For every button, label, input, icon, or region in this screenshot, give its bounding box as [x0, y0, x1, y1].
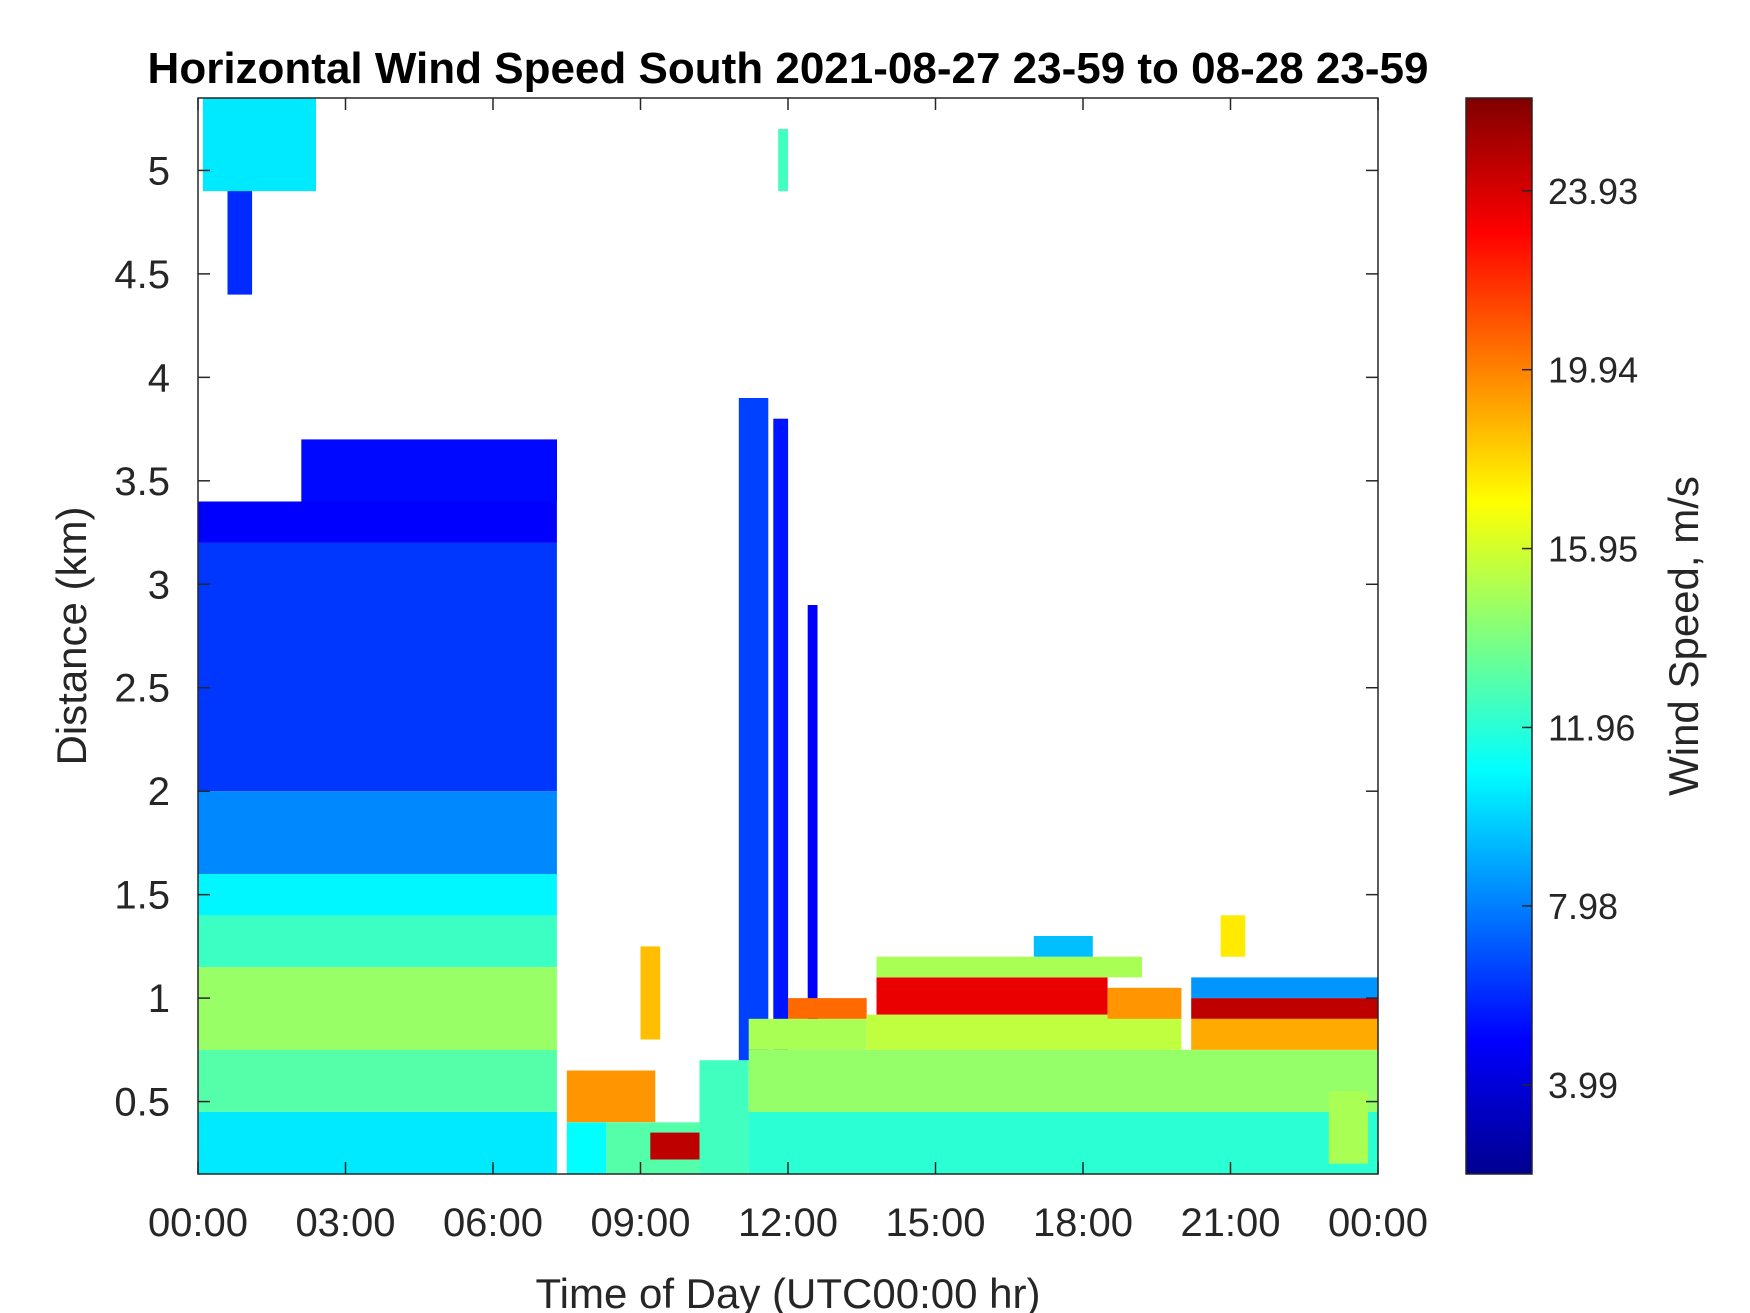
heatmap-cell — [1191, 977, 1378, 999]
heatmap-cell — [1220, 915, 1246, 957]
heatmap-cell — [198, 1111, 557, 1174]
heatmap-cell — [566, 1070, 656, 1123]
x-tick-label: 03:00 — [295, 1201, 395, 1245]
x-tick-label: 06:00 — [443, 1201, 543, 1245]
x-tick-label: 21:00 — [1180, 1201, 1280, 1245]
x-axis-ticks: 00:00 03:00 06:00 09:00 12:00 15:00 18:00 21:00… — [148, 98, 1428, 1245]
heatmap-cell — [640, 946, 661, 1040]
heatmap-cell — [1033, 936, 1093, 957]
heatmap-cell — [198, 874, 557, 916]
y-tick-label: 0.5 — [114, 1081, 170, 1125]
y-tick-label: 4 — [148, 356, 170, 400]
heatmap-cell — [788, 998, 867, 1019]
heatmap-cell — [1107, 987, 1182, 1019]
colorbar-tick-label: 11.96 — [1548, 707, 1635, 748]
x-tick-label: 00:00 — [148, 1201, 248, 1245]
heatmap-cell — [198, 915, 557, 967]
heatmap-cell — [202, 98, 316, 192]
heatmap-cell — [876, 977, 1108, 1015]
y-tick-label: 4.5 — [114, 253, 170, 297]
heatmap-cell — [1328, 1091, 1369, 1164]
colorbar-tick-label: 19.94 — [1548, 350, 1638, 391]
heatmap-cell — [566, 1122, 607, 1174]
y-tick-label: 5 — [148, 149, 170, 193]
heatmap-cell — [748, 1049, 1378, 1112]
heatmap-cell — [198, 542, 557, 792]
heatmap-cell — [807, 605, 818, 1040]
x-tick-label: 18:00 — [1033, 1201, 1133, 1245]
chart-title: Horizontal Wind Speed South 2021-08-27 2… — [148, 44, 1429, 93]
y-tick-label: 1 — [148, 977, 170, 1021]
colorbar-ticks: 3.99 7.98 11.96 15.95 19.94 23.93 — [1522, 171, 1638, 1106]
colorbar-tick-label: 15.95 — [1548, 529, 1638, 570]
y-tick-label: 3 — [148, 563, 170, 607]
colorbar — [1465, 97, 1533, 1175]
x-tick-label: 00:00 — [1328, 1201, 1428, 1245]
y-tick-label: 1.5 — [114, 874, 170, 918]
y-tick-label: 2 — [148, 770, 170, 814]
heatmap-cell — [198, 791, 557, 874]
x-tick-label: 15:00 — [885, 1201, 985, 1245]
heatmap-cell — [650, 1132, 705, 1160]
heatmap-cell — [198, 1049, 557, 1112]
heatmap-cell — [1191, 1018, 1378, 1050]
colorbar-label: Wind Speed, m/s — [1660, 476, 1707, 796]
heatmap-cell — [738, 398, 769, 1061]
heatmap-cell — [301, 439, 557, 502]
heatmap-cell — [778, 129, 788, 192]
heatmap-cell — [198, 501, 557, 543]
y-tick-label: 2.5 — [114, 667, 170, 711]
x-tick-label: 09:00 — [590, 1201, 690, 1245]
y-axis-ticks: 0.5 1 1.5 2 2.5 3 3.5 4 4.5 5 — [114, 149, 1378, 1125]
heatmap-cell — [876, 956, 1142, 978]
x-axis-label: Time of Day (UTC00:00 hr) — [536, 1270, 1041, 1313]
heatmap-cell — [699, 1060, 749, 1174]
colorbar-tick-label: 7.98 — [1548, 886, 1618, 927]
heatmap-cell — [227, 191, 253, 295]
y-axis-label: Distance (km) — [48, 506, 95, 765]
heatmap-cell — [1191, 998, 1378, 1019]
heatmap-cell — [866, 1014, 1182, 1050]
heatmap-cell — [748, 1111, 1378, 1174]
heatmap-cell — [748, 1018, 867, 1050]
x-tick-label: 12:00 — [738, 1201, 838, 1245]
heatmap-cell — [198, 967, 557, 1050]
colorbar-tick-label: 23.93 — [1548, 171, 1638, 212]
colorbar-tick-label: 3.99 — [1548, 1065, 1618, 1106]
y-tick-label: 3.5 — [114, 460, 170, 504]
heatmap-cells — [198, 98, 1378, 1174]
heatmap-cell — [773, 418, 789, 1061]
